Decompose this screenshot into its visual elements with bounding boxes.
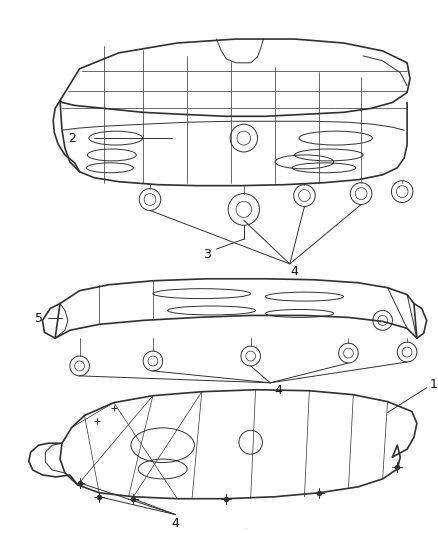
- Text: .: .: [244, 522, 247, 531]
- Text: 4: 4: [171, 517, 179, 530]
- Text: 2: 2: [68, 132, 76, 144]
- Text: 1: 1: [430, 378, 438, 391]
- Text: 3: 3: [203, 247, 211, 261]
- Text: 4: 4: [274, 384, 282, 397]
- Text: 5: 5: [35, 312, 42, 325]
- Text: 4: 4: [291, 265, 299, 278]
